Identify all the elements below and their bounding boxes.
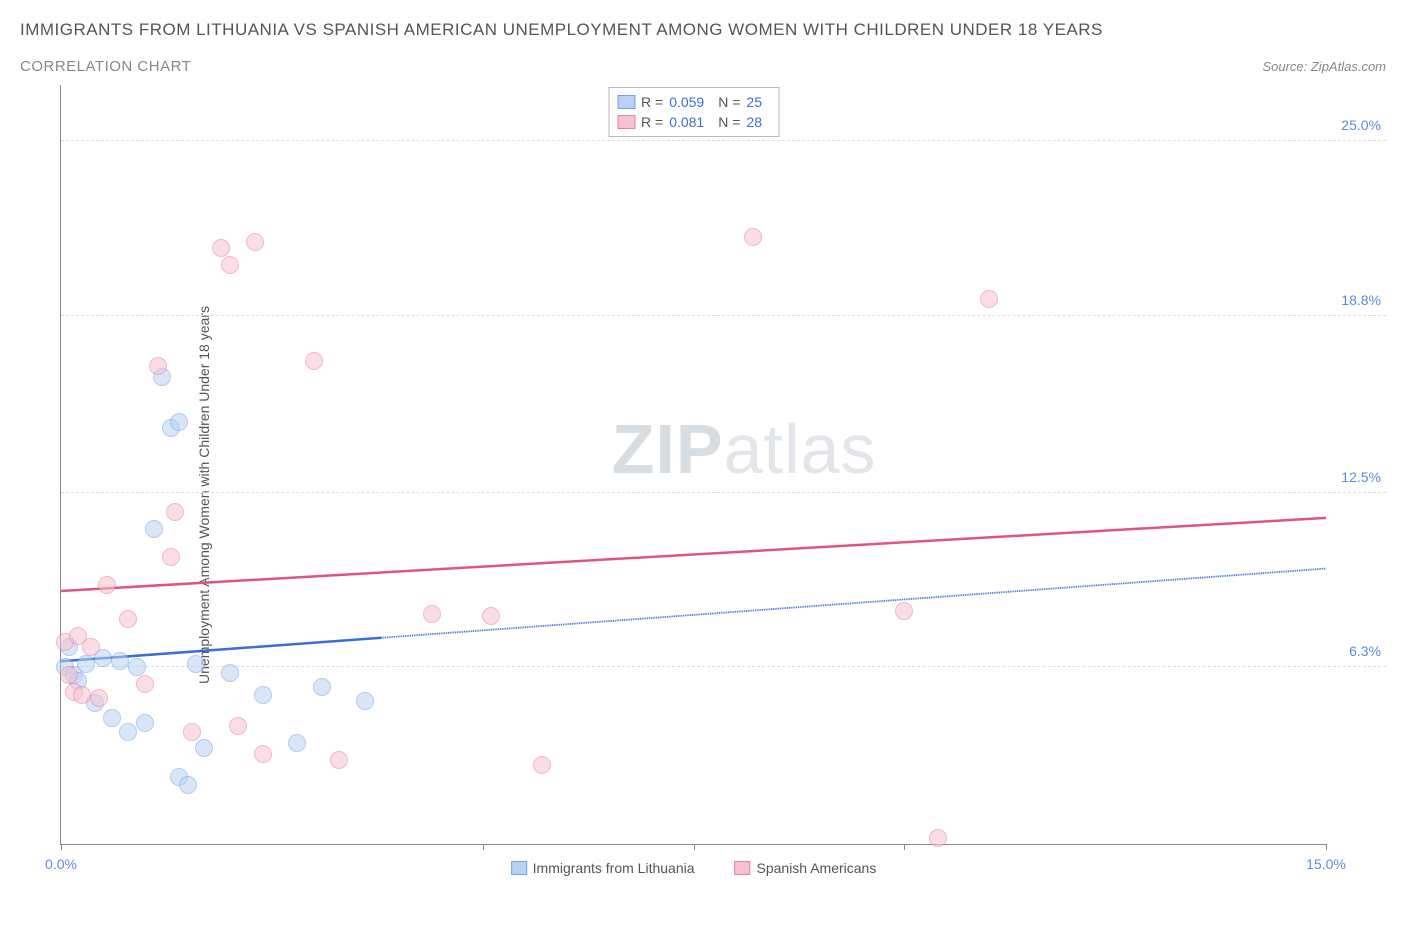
scatter-point xyxy=(82,638,100,656)
legend-label: Spanish Americans xyxy=(757,860,877,876)
scatter-point xyxy=(98,576,116,594)
scatter-point xyxy=(895,602,913,620)
scatter-point xyxy=(229,717,247,735)
x-tick xyxy=(694,844,695,850)
scatter-point xyxy=(60,666,78,684)
scatter-point xyxy=(195,739,213,757)
r-value: 0.059 xyxy=(669,94,704,110)
scatter-point xyxy=(254,686,272,704)
gridline-h xyxy=(61,315,1386,316)
n-value: 28 xyxy=(746,114,762,130)
scatter-point xyxy=(330,751,348,769)
scatter-point xyxy=(929,829,947,847)
n-value: 25 xyxy=(746,94,762,110)
legend-series: Immigrants from Lithuania Spanish America… xyxy=(511,860,877,876)
scatter-point xyxy=(128,658,146,676)
n-label: N = xyxy=(718,114,740,130)
legend-swatch xyxy=(617,115,635,129)
scatter-point xyxy=(162,548,180,566)
x-tick xyxy=(1326,844,1327,850)
x-tick-label: 15.0% xyxy=(1306,856,1346,872)
scatter-point xyxy=(77,655,95,673)
scatter-point xyxy=(305,352,323,370)
scatter-point xyxy=(103,709,121,727)
legend-swatch xyxy=(735,861,751,875)
scatter-point xyxy=(187,655,205,673)
trend-lines xyxy=(61,85,1326,844)
scatter-point xyxy=(744,228,762,246)
y-tick-label: 25.0% xyxy=(1341,117,1381,133)
scatter-point xyxy=(136,675,154,693)
scatter-point xyxy=(423,605,441,623)
legend-stat-row: R = 0.081 N = 28 xyxy=(617,112,770,132)
scatter-point xyxy=(288,734,306,752)
source-attribution: Source: ZipAtlas.com xyxy=(1262,59,1386,74)
subtitle-row: CORRELATION CHART Source: ZipAtlas.com xyxy=(20,58,1386,75)
scatter-point xyxy=(149,357,167,375)
scatter-point xyxy=(212,239,230,257)
r-label: R = xyxy=(641,114,663,130)
scatter-point xyxy=(73,686,91,704)
r-value: 0.081 xyxy=(669,114,704,130)
x-tick-label: 0.0% xyxy=(45,856,77,872)
legend-swatch xyxy=(617,95,635,109)
scatter-point xyxy=(980,290,998,308)
gridline-h xyxy=(61,492,1386,493)
x-tick xyxy=(904,844,905,850)
scatter-point xyxy=(145,520,163,538)
y-tick-label: 12.5% xyxy=(1341,469,1381,485)
y-tick-label: 18.8% xyxy=(1341,292,1381,308)
gridline-h xyxy=(61,140,1386,141)
legend-swatch xyxy=(511,861,527,875)
scatter-point xyxy=(221,256,239,274)
scatter-point xyxy=(183,723,201,741)
scatter-point xyxy=(136,714,154,732)
scatter-point xyxy=(119,723,137,741)
scatter-point xyxy=(356,692,374,710)
x-tick xyxy=(61,844,62,850)
scatter-point xyxy=(482,607,500,625)
scatter-point xyxy=(111,652,129,670)
chart-container: Unemployment Among Women with Children U… xyxy=(20,85,1386,905)
scatter-point xyxy=(170,413,188,431)
legend-item: Spanish Americans xyxy=(735,860,877,876)
x-tick xyxy=(483,844,484,850)
scatter-point xyxy=(254,745,272,763)
chart-subtitle: CORRELATION CHART xyxy=(20,58,191,75)
plot-area: ZIPatlas R =0.059N =25R =0.081N =28 Immi… xyxy=(60,85,1326,845)
scatter-point xyxy=(90,689,108,707)
scatter-point xyxy=(166,503,184,521)
scatter-point xyxy=(179,776,197,794)
legend-label: Immigrants from Lithuania xyxy=(533,860,695,876)
legend-stat-row: R = 0.059 N = 25 xyxy=(617,92,770,112)
scatter-point xyxy=(246,233,264,251)
legend-stats: R = 0.059 N = 25 R = 0.081 N = 28 xyxy=(608,87,779,137)
scatter-point xyxy=(119,610,137,628)
gridline-h xyxy=(61,666,1386,667)
n-label: N = xyxy=(718,94,740,110)
r-label: R = xyxy=(641,94,663,110)
scatter-point xyxy=(313,678,331,696)
scatter-point xyxy=(221,664,239,682)
scatter-point xyxy=(533,756,551,774)
legend-item: Immigrants from Lithuania xyxy=(511,860,695,876)
y-tick-label: 6.3% xyxy=(1349,643,1381,659)
chart-title: IMMIGRANTS FROM LITHUANIA VS SPANISH AME… xyxy=(20,20,1386,40)
